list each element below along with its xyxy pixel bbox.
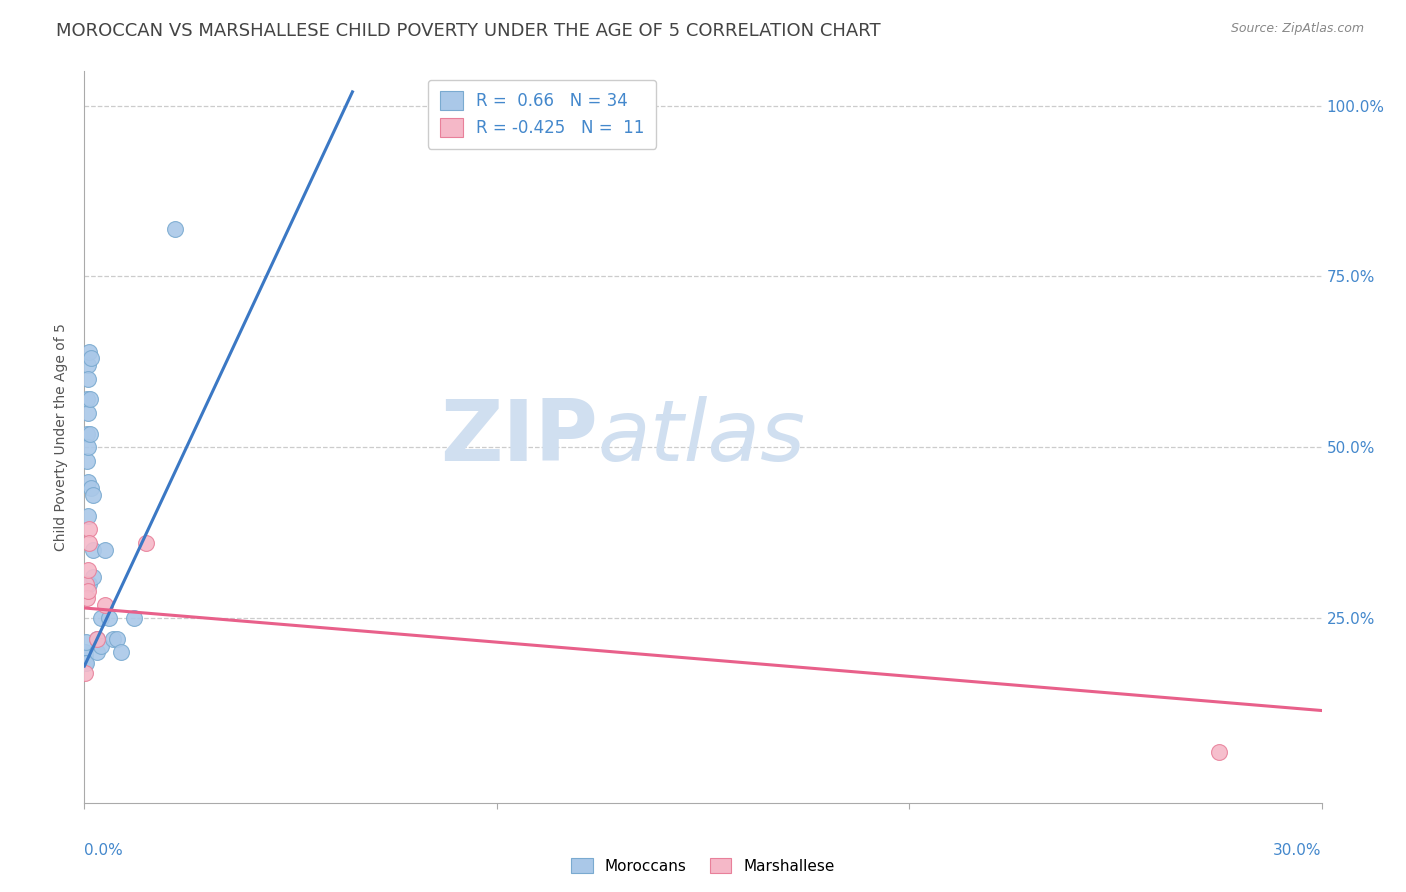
Point xyxy=(75,656,97,670)
Point xyxy=(82,570,104,584)
Point xyxy=(79,426,101,441)
Point xyxy=(79,577,101,591)
Text: ZIP: ZIP xyxy=(440,395,598,479)
Point xyxy=(76,563,98,577)
Text: atlas: atlas xyxy=(598,395,806,479)
Text: Source: ZipAtlas.com: Source: ZipAtlas.com xyxy=(1230,22,1364,36)
Point xyxy=(76,426,98,441)
Point xyxy=(135,536,157,550)
Point xyxy=(75,645,97,659)
Point xyxy=(110,645,132,659)
Y-axis label: Child Poverty Under the Age of 5: Child Poverty Under the Age of 5 xyxy=(55,323,69,551)
Point xyxy=(80,351,103,366)
Point xyxy=(79,536,101,550)
Point xyxy=(90,639,112,653)
Point xyxy=(122,611,145,625)
Point xyxy=(75,635,97,649)
Legend: Moroccans, Marshallese: Moroccans, Marshallese xyxy=(565,852,841,880)
Point xyxy=(77,372,100,386)
Legend: R =  0.66   N = 34, R = -0.425   N =  11: R = 0.66 N = 34, R = -0.425 N = 11 xyxy=(427,79,657,149)
Point xyxy=(90,611,112,625)
Point xyxy=(1208,745,1230,759)
Text: 30.0%: 30.0% xyxy=(1274,843,1322,858)
Point xyxy=(86,645,108,659)
Point xyxy=(82,542,104,557)
Point xyxy=(79,392,101,407)
Point xyxy=(77,508,100,523)
Point xyxy=(79,344,101,359)
Point xyxy=(79,522,101,536)
Text: MOROCCAN VS MARSHALLESE CHILD POVERTY UNDER THE AGE OF 5 CORRELATION CHART: MOROCCAN VS MARSHALLESE CHILD POVERTY UN… xyxy=(56,22,882,40)
Point xyxy=(76,591,98,605)
Point xyxy=(105,632,128,646)
Text: 0.0%: 0.0% xyxy=(84,843,124,858)
Point xyxy=(76,359,98,373)
Point xyxy=(76,454,98,468)
Point xyxy=(75,648,97,663)
Point xyxy=(94,598,117,612)
Point xyxy=(76,406,98,420)
Point xyxy=(165,221,187,235)
Point xyxy=(86,632,108,646)
Point xyxy=(76,440,98,454)
Point xyxy=(76,392,98,407)
Point xyxy=(77,583,100,598)
Point xyxy=(86,632,108,646)
Point xyxy=(75,665,97,680)
Point xyxy=(98,611,121,625)
Point xyxy=(82,488,104,502)
Point xyxy=(103,632,125,646)
Point xyxy=(77,475,100,489)
Point xyxy=(94,542,117,557)
Point xyxy=(75,656,97,670)
Point xyxy=(80,481,103,495)
Point xyxy=(75,577,97,591)
